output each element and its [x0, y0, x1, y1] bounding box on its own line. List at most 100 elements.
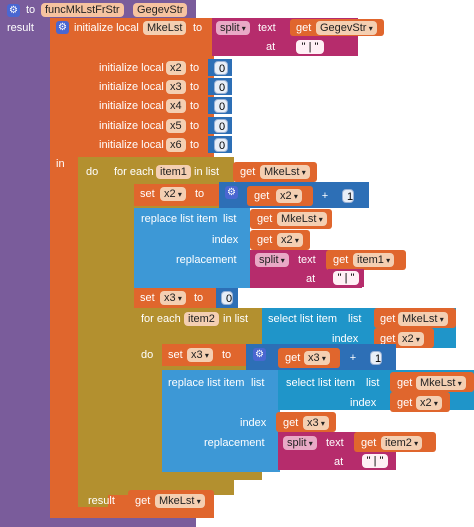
- init-x2-label: initialize local: [99, 62, 164, 74]
- init-var-x4[interactable]: x4: [166, 99, 186, 113]
- init-var-x3[interactable]: x3: [166, 80, 186, 94]
- replace2-index-get-label: get: [283, 417, 299, 429]
- replace2-index-var[interactable]: x3: [303, 416, 329, 430]
- split-at-label: at: [266, 41, 276, 53]
- foreach2-index-get-label: get: [380, 333, 396, 345]
- replace2-at-label: at: [334, 456, 344, 468]
- replace2-split-dropdown[interactable]: split: [283, 436, 317, 450]
- replace2-sel-list-get-label: get: [397, 377, 413, 389]
- init-var-x5[interactable]: x5: [166, 119, 186, 133]
- replace2-text-var[interactable]: item2: [381, 436, 423, 450]
- set-x2-set: set: [140, 188, 155, 200]
- foreach1-get-var[interactable]: MkeLst: [260, 165, 310, 179]
- procedure-result-label: result: [7, 22, 34, 34]
- replace1-replacement-label: replacement: [176, 254, 237, 266]
- replace2-select-label: select list item: [286, 377, 356, 389]
- foreach2-index-var[interactable]: x2: [398, 332, 424, 346]
- split-sep-string[interactable]: " | ": [296, 40, 324, 54]
- init-x4-to: to: [190, 100, 200, 112]
- init-x5-label: initialize local: [99, 120, 164, 132]
- set-x3-to: to: [222, 349, 232, 361]
- foreach2-list-get-label: get: [380, 313, 396, 325]
- foreach-item1-tail: [108, 480, 234, 488]
- replace1-list-var[interactable]: MkeLst: [277, 212, 327, 226]
- replace2-text-label: text: [326, 437, 344, 449]
- set-x2-get-var[interactable]: x2: [276, 189, 302, 203]
- procedure-to-label: to: [26, 4, 36, 16]
- set-x2-add-gear-icon[interactable]: ⚙: [225, 186, 238, 199]
- set-x3-get-label: get: [285, 352, 301, 364]
- set-x3-var[interactable]: x3: [187, 348, 213, 362]
- init-x6-label: initialize local: [99, 139, 164, 151]
- procedure-param[interactable]: GegevStr: [133, 3, 188, 17]
- replace1-index-get-label: get: [257, 234, 273, 246]
- foreach-item2-tail: [134, 472, 224, 480]
- init-x3-to: to: [190, 81, 200, 93]
- foreach2-in-list: in list: [223, 313, 249, 325]
- set-x3-zero-var[interactable]: x3: [160, 291, 186, 305]
- result-get-label: get: [135, 495, 151, 507]
- replace1-sep-string[interactable]: " | ": [333, 271, 359, 285]
- set-x2-to: to: [195, 188, 205, 200]
- split-get-label: get: [296, 22, 312, 34]
- set-x3-zero-value[interactable]: 0: [221, 291, 233, 305]
- replace2-index-label: index: [240, 417, 267, 429]
- replace1-split-dropdown[interactable]: split: [255, 253, 289, 267]
- init-var-mkelst[interactable]: MkeLst: [143, 21, 187, 35]
- init-x4-label: initialize local: [99, 100, 164, 112]
- replace-item1-block[interactable]: [134, 208, 250, 288]
- split-dropdown[interactable]: split: [216, 21, 250, 35]
- foreach2-list-label: list: [348, 313, 362, 325]
- init-x6-value[interactable]: 0: [214, 138, 228, 152]
- foreach2-do-label: do: [141, 349, 154, 361]
- set-x2-get-label: get: [254, 190, 270, 202]
- init-x3-value[interactable]: 0: [214, 80, 228, 94]
- init-x4-value[interactable]: 0: [214, 99, 228, 113]
- set-x3-add-gear-icon[interactable]: ⚙: [253, 348, 266, 361]
- init-to-label: to: [193, 22, 203, 34]
- foreach2-select-label: select list item: [268, 313, 338, 325]
- foreach1-get-label: get: [240, 166, 256, 178]
- replace2-replacement-label: replacement: [204, 437, 265, 449]
- init-var-x2[interactable]: x2: [166, 61, 186, 75]
- init-x2-to: to: [190, 62, 200, 74]
- init-x5-value[interactable]: 0: [214, 119, 228, 133]
- set-x3-get-var[interactable]: x3: [304, 351, 330, 365]
- foreach2-list-var[interactable]: MkeLst: [398, 312, 448, 326]
- init-local-label: initialize local: [74, 22, 139, 34]
- procedure-gear-icon[interactable]: ⚙: [7, 4, 20, 17]
- replace1-at-label: at: [306, 273, 316, 285]
- foreach1-var[interactable]: item1: [156, 165, 191, 179]
- replace1-list-label: list: [223, 213, 237, 225]
- replace2-text-get-label: get: [361, 437, 377, 449]
- replace1-label: replace list item: [141, 213, 218, 225]
- replace2-sel-list-label: list: [366, 377, 380, 389]
- outer-do-label: do: [86, 166, 99, 178]
- set-x2-var[interactable]: x2: [160, 187, 186, 201]
- init-var-x6[interactable]: x6: [166, 138, 186, 152]
- foreach1-body: [108, 182, 134, 488]
- result-get-var[interactable]: MkeLst: [155, 494, 205, 508]
- replace2-sep-string[interactable]: " | ": [362, 454, 388, 468]
- set-x2-num[interactable]: 1: [342, 189, 354, 203]
- replace1-text-var[interactable]: item1: [353, 253, 395, 267]
- procedure-name-field[interactable]: funcMkLstFrStr: [41, 3, 124, 17]
- replace2-sel-index-var[interactable]: x2: [416, 396, 442, 410]
- foreach2-label: for each: [141, 313, 181, 325]
- split-text-label: text: [258, 22, 276, 34]
- set-x3-num[interactable]: 1: [370, 351, 382, 365]
- replace1-index-var[interactable]: x2: [277, 233, 303, 247]
- replace2-label: replace list item: [168, 377, 245, 389]
- set-x2-plus: +: [321, 190, 329, 202]
- replace2-sel-list-var[interactable]: MkeLst: [416, 376, 466, 390]
- foreach2-var[interactable]: item2: [184, 312, 219, 326]
- replace2-sel-index-label: index: [350, 397, 377, 409]
- local-gear-icon[interactable]: ⚙: [56, 21, 69, 34]
- init-x2-value[interactable]: 0: [214, 61, 228, 75]
- set-x3-zero-set: set: [140, 292, 155, 304]
- replace-item2-block[interactable]: [162, 370, 280, 472]
- split-get-var[interactable]: GegevStr: [316, 21, 377, 35]
- init-x6-to: to: [190, 139, 200, 151]
- set-x3-zero-to: to: [194, 292, 204, 304]
- replace1-text-label: text: [298, 254, 316, 266]
